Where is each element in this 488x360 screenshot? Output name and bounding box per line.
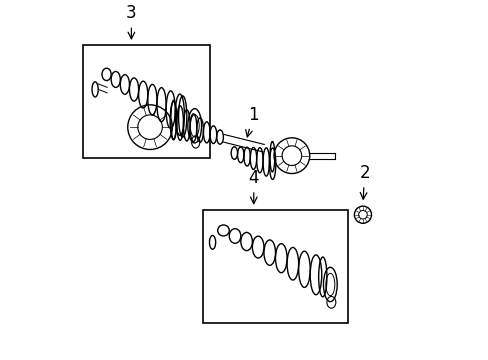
Text: 1: 1 <box>245 106 258 137</box>
Text: 4: 4 <box>248 169 259 204</box>
Text: 2: 2 <box>359 164 369 199</box>
Bar <box>203 210 347 323</box>
Bar <box>83 45 210 158</box>
Text: 3: 3 <box>126 4 137 39</box>
